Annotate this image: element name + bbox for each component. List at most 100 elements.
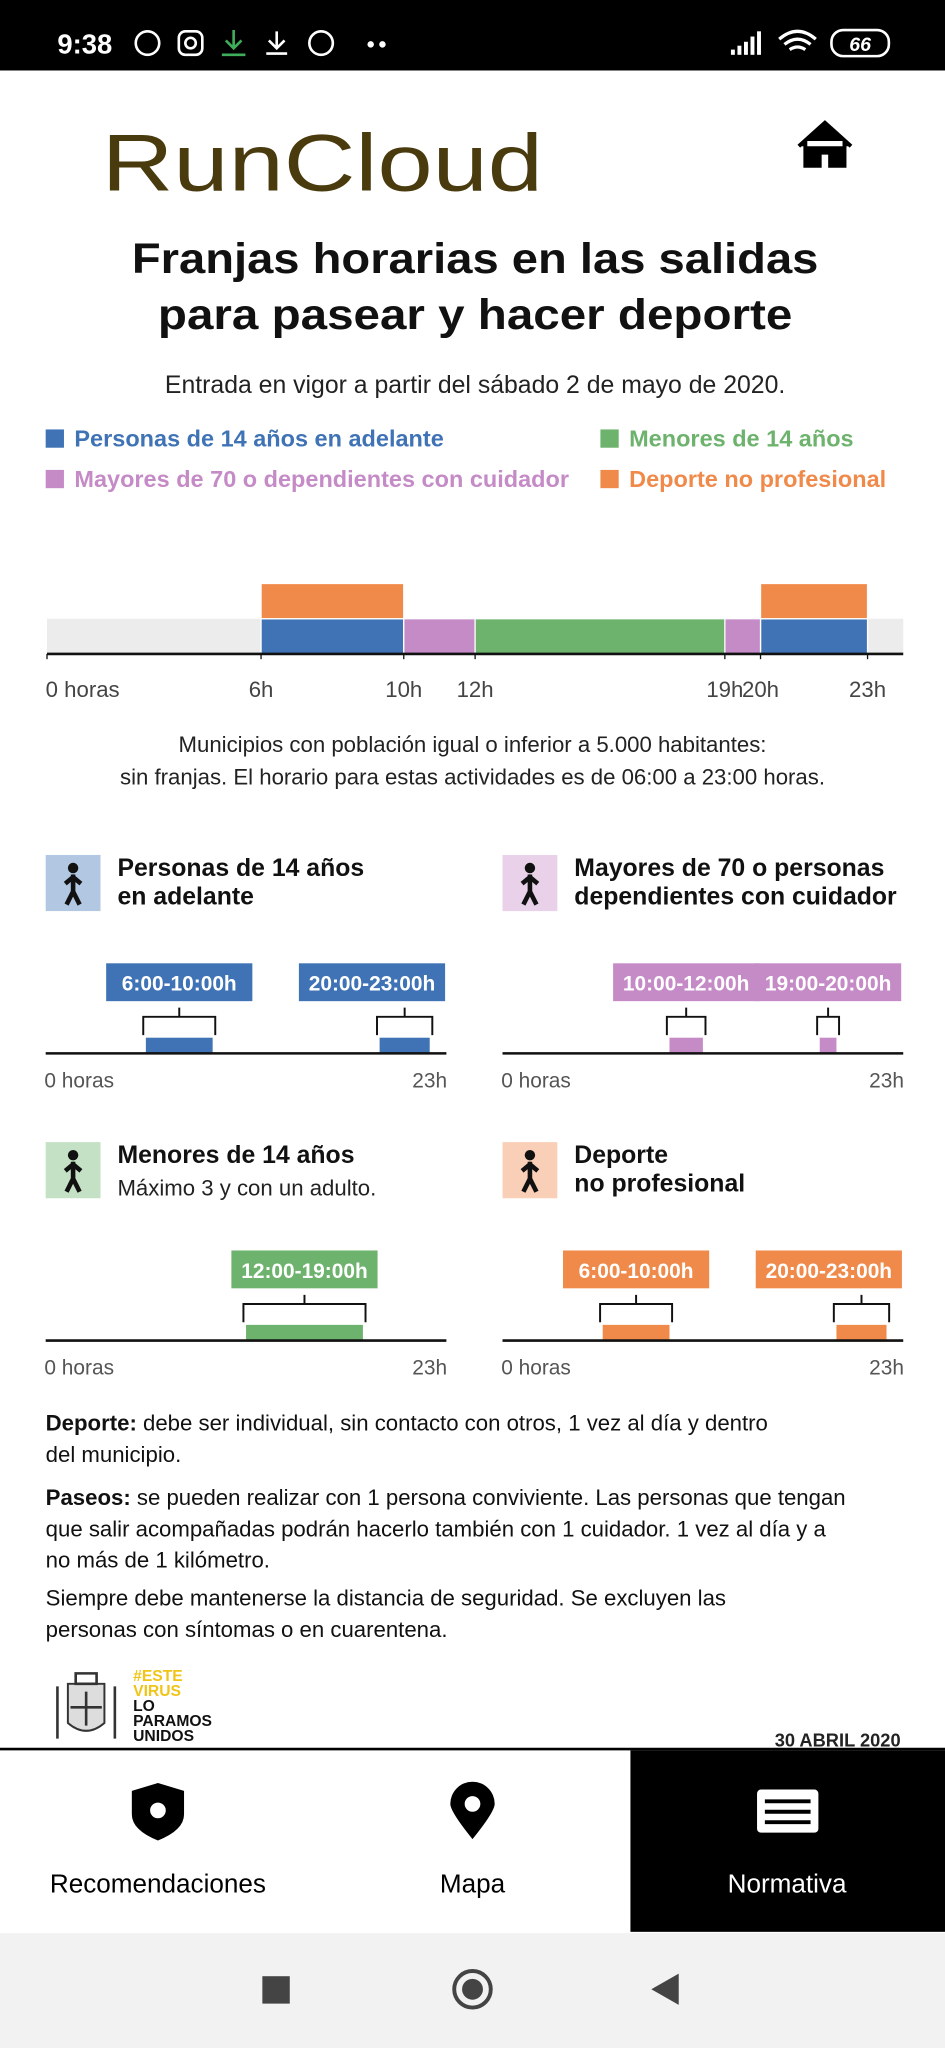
paragraph-text: no más de 1 kilómetro.: [46, 1548, 270, 1573]
panel-title: Mayores de 70 o personas: [574, 855, 884, 882]
legend-label: Deporte no profesional: [629, 466, 886, 492]
paragraph-lead: Deporte:: [46, 1411, 137, 1436]
range-label-box: [298, 963, 446, 1002]
home-icon[interactable]: [797, 120, 853, 168]
range-label: 6:00-10:00h: [579, 1260, 694, 1283]
legend-label: Menores de 14 años: [629, 425, 853, 451]
panel-bracket: [816, 1007, 841, 1036]
range-label: 12:00-19:00h: [241, 1260, 367, 1283]
bottom-nav: Recomendaciones Mapa Normativa: [50, 1781, 847, 1899]
panel-bar: [669, 1037, 703, 1054]
battery-icon: [830, 28, 891, 58]
range-label-box: [106, 963, 253, 1002]
legend-swatch: [600, 469, 619, 489]
slogan: #ESTE: [133, 1668, 183, 1685]
back-button[interactable]: [651, 1973, 679, 2005]
app-logo: RunCloud: [102, 119, 543, 209]
range-label: 6:00-10:00h: [122, 973, 237, 996]
status-icons: [134, 30, 386, 57]
panel-bar: [836, 1324, 887, 1341]
range-label: 20:00-23:00h: [309, 973, 435, 996]
panel-title: Personas de 14 años: [117, 855, 364, 882]
panel-icon-body: [63, 874, 83, 906]
panel-axis-end: 23h: [869, 1069, 904, 1092]
panel-bracket: [376, 1007, 434, 1036]
nav-label[interactable]: Recomendaciones: [50, 1869, 266, 1899]
legend-swatch: [45, 429, 64, 448]
wifi-icon: [778, 29, 817, 52]
timeline-segment: [759, 582, 869, 620]
tick-label: 20h: [742, 677, 779, 702]
subtitle: Entrada en vigor a partir del sábado 2 d…: [165, 372, 785, 399]
range-label: 19:00-20:00h: [765, 973, 891, 996]
panel-bracket: [599, 1294, 674, 1323]
timeline-segment: [260, 582, 405, 620]
paragraph-line: que salir acompañadas podrán hacerlo tam…: [46, 1516, 827, 1541]
panel-axis-end: 23h: [869, 1356, 904, 1379]
timeline-segment: [474, 618, 726, 655]
tick-label: 0 horas: [46, 677, 120, 702]
title: para pasear y hacer deporte: [158, 291, 792, 339]
paragraph-text: Siempre debe mantenerse la distancia de …: [46, 1586, 726, 1611]
panel-bar: [602, 1324, 670, 1341]
paragraph-text: se pueden realizar con 1 persona convivi…: [137, 1485, 846, 1510]
panel-icon-head: [67, 1149, 79, 1161]
range-label-box: [755, 963, 902, 1002]
signal-icon: [730, 31, 761, 55]
panel-subtitle: Máximo 3 y con un adulto.: [117, 1176, 376, 1201]
range-label-box: [755, 1250, 902, 1289]
paragraph-line: Siempre debe mantenerse la distancia de …: [46, 1586, 726, 1611]
panel-icon-body: [520, 874, 540, 906]
infographic: Franjas horarias en las salidas para pase…: [44, 235, 904, 1751]
panel-icon-head: [67, 862, 79, 874]
nav-selected-bg: [630, 1750, 945, 1932]
nav-icon-detail: [150, 1802, 166, 1819]
panel-title: en adelante: [117, 884, 253, 911]
panel-icon-body: [63, 1161, 83, 1193]
range-label-box: [613, 963, 760, 1002]
panel-axis-start: 0 horas: [44, 1356, 114, 1379]
nav-label[interactable]: Normativa: [728, 1869, 847, 1899]
panel-bracket: [832, 1294, 891, 1323]
timeline-segment: [260, 618, 405, 655]
home-system-button[interactable]: [452, 1969, 493, 2010]
panel-bar: [819, 1037, 837, 1054]
paragraph-lead: Paseos:: [46, 1485, 131, 1510]
slogan: LO: [133, 1698, 155, 1715]
title: Franjas horarias en las salidas: [132, 235, 819, 283]
slogan: PARAMOS: [133, 1713, 212, 1730]
panel-icon-body: [520, 1161, 540, 1193]
panel-axis-end: 23h: [412, 1069, 447, 1092]
slogan: UNIDOS: [133, 1728, 194, 1745]
timeline-segment: [403, 618, 476, 655]
crest-detail: [56, 1672, 117, 1739]
tick-label: 12h: [457, 677, 494, 702]
panel-axis-start: 0 horas: [44, 1069, 114, 1092]
paragraph-text: del municipio.: [46, 1442, 182, 1467]
status-time: 9:38: [57, 29, 112, 60]
timeline-segment: [759, 618, 869, 655]
panel-axis-start: 0 horas: [501, 1069, 571, 1092]
home-button[interactable]: [797, 120, 853, 168]
legend-label: Mayores de 70 o dependientes con cuidado…: [74, 466, 569, 492]
paragraph-line: del municipio.: [46, 1442, 182, 1467]
panel-title: Deporte: [574, 1142, 668, 1169]
panel-icon-head: [524, 1149, 536, 1161]
note: Municipios con población igual o inferio…: [179, 732, 767, 757]
nav-label[interactable]: Mapa: [440, 1869, 506, 1899]
range-label-box: [562, 1250, 710, 1289]
range-label: 20:00-23:00h: [766, 1260, 892, 1283]
paragraph-line: Paseos: se pueden realizar con 1 persona…: [46, 1485, 846, 1510]
note: sin franjas. El horario para estas activ…: [120, 764, 825, 789]
panel-bar: [145, 1037, 213, 1054]
tick-label: 10h: [385, 677, 422, 702]
range-label-box: [231, 1250, 378, 1289]
recents-button[interactable]: [262, 1976, 290, 2004]
battery-level: 66: [849, 34, 871, 56]
panel-bar: [246, 1324, 363, 1341]
nav-icon-detail: [464, 1796, 481, 1812]
tick-label: 6h: [249, 677, 274, 702]
panel-bar: [379, 1037, 430, 1054]
paragraph-text: que salir acompañadas podrán hacerlo tam…: [46, 1516, 827, 1541]
